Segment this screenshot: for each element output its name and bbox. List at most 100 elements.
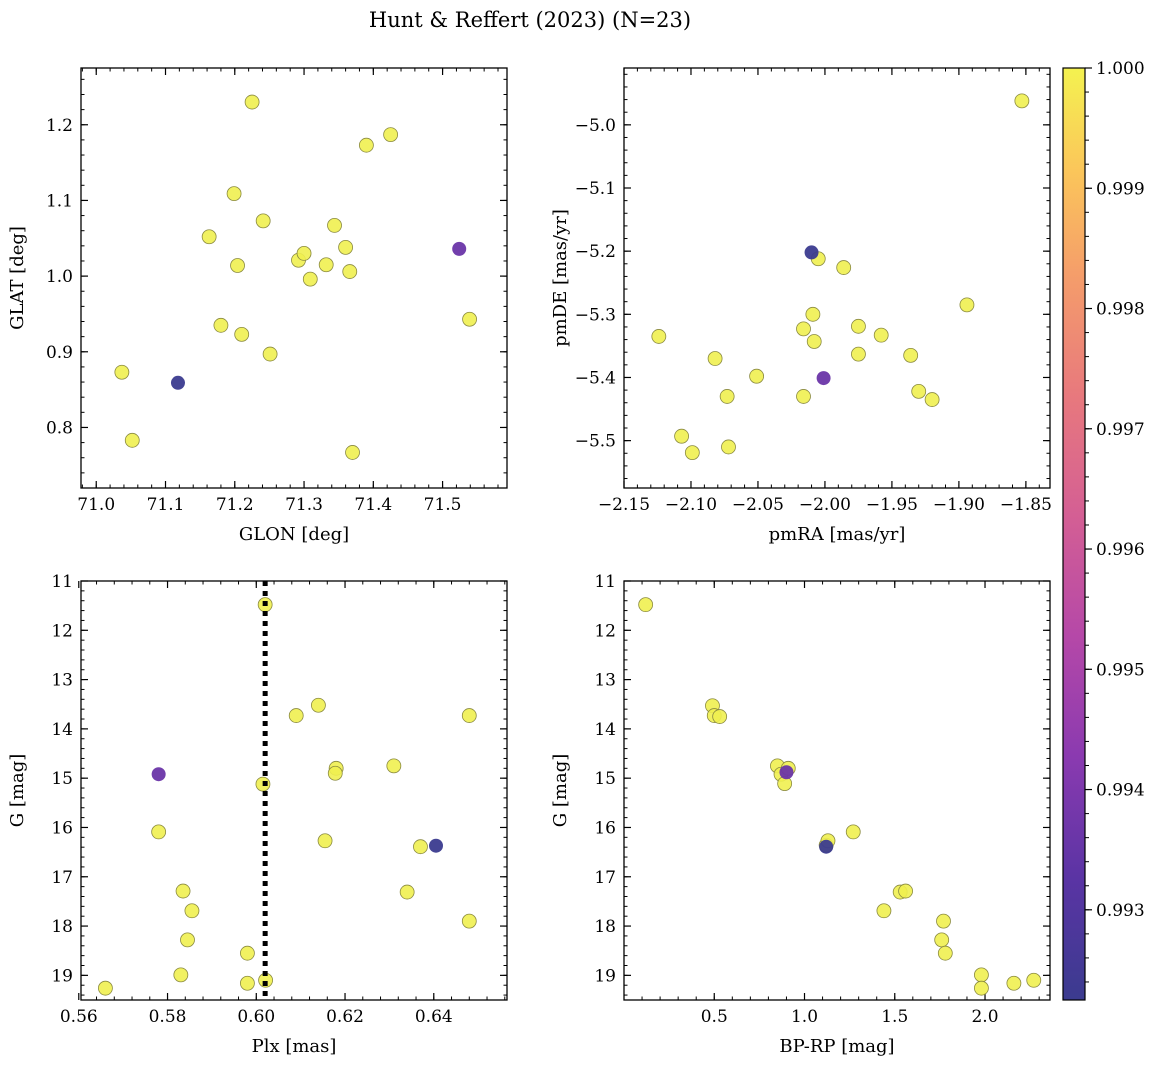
colorbar-tick-label: 1.000 <box>1096 59 1145 79</box>
data-point <box>936 913 951 929</box>
y-axis-label: G [mag] <box>550 754 571 827</box>
colorbar: 0.993 0.994 0.995 0.996 0.997 0.998 0.999 1.000 <box>1062 59 1145 1001</box>
data-point <box>226 186 242 202</box>
colorbar-gradient <box>1062 67 1086 1001</box>
data-point <box>170 375 185 390</box>
data-point <box>638 597 654 613</box>
data-point <box>462 311 477 327</box>
data-point <box>262 346 278 362</box>
data-point <box>234 326 250 342</box>
data-point <box>937 945 953 961</box>
x-axis-label: pmRA [mas/yr] <box>769 524 906 545</box>
data-point <box>399 884 415 900</box>
y-axis-label: GLAT [deg] <box>7 226 28 330</box>
data-point <box>244 94 260 110</box>
data-point <box>779 765 794 780</box>
y-tick-label: −5.5 <box>575 432 616 452</box>
data-point <box>327 218 342 233</box>
y-axis-label: G [mag] <box>7 754 28 827</box>
scatter-points <box>638 597 1042 996</box>
y-tick-label: 11 <box>51 572 73 592</box>
y-tick-label: 12 <box>594 621 616 641</box>
data-point <box>383 127 399 142</box>
data-point <box>1006 975 1022 991</box>
data-point <box>255 213 271 229</box>
data-point <box>302 271 318 287</box>
data-point <box>845 824 861 840</box>
x-tick-label: −1.95 <box>866 495 918 515</box>
x-tick-label: 71.5 <box>424 495 462 515</box>
y-tick-label: 18 <box>51 917 73 937</box>
x-tick-label: −1.85 <box>1000 495 1052 515</box>
data-point <box>173 967 189 983</box>
data-point <box>429 838 443 853</box>
x-tick-label: 71.0 <box>77 495 115 515</box>
x-axis-label: BP-RP [mag] <box>779 1036 894 1057</box>
x-tick-label: 0.56 <box>60 1007 98 1027</box>
data-point <box>452 241 467 256</box>
axes-frame <box>80 67 508 489</box>
colorbar-tick-label: 0.998 <box>1096 300 1145 320</box>
data-point <box>151 767 166 782</box>
y-tick-label: −5.0 <box>575 116 616 136</box>
data-point <box>974 967 989 983</box>
data-point <box>1026 972 1042 988</box>
panel-glon-glat: 71.0 71.1 71.2 71.3 71.4 71.5 0.8 0.9 1.0 1.1 1.2 G… <box>7 67 508 545</box>
x-tick-label: 2.0 <box>971 1007 998 1027</box>
y-tick-label: 1.1 <box>46 191 73 211</box>
data-point <box>311 697 326 713</box>
data-point <box>461 913 477 929</box>
colorbar-tick-label: 0.993 <box>1096 901 1145 921</box>
data-point <box>903 347 919 363</box>
x-tick-label: 1.0 <box>791 1007 818 1027</box>
data-point <box>651 329 667 344</box>
data-point <box>876 903 892 919</box>
data-point <box>318 257 334 273</box>
scatter-points <box>651 93 1030 461</box>
panel-proper-motion: −2.15 −2.10 −2.05 −2.00 −1.95 −1.90 −1.85 −5.5 −… <box>550 67 1052 545</box>
axes-frame <box>623 67 1051 489</box>
x-axis-label: Plx [mas] <box>252 1036 337 1057</box>
x-tick-label: 1.5 <box>881 1007 908 1027</box>
y-tick-label: 17 <box>51 868 73 888</box>
data-point <box>816 371 831 386</box>
data-point <box>873 327 889 343</box>
colorbar-tick-label: 0.997 <box>1096 420 1145 440</box>
data-point <box>124 432 140 448</box>
data-point <box>184 903 200 919</box>
data-point <box>296 246 312 261</box>
y-tick-label: 0.8 <box>46 418 73 438</box>
colorbar-tick-label: 0.994 <box>1096 781 1145 801</box>
data-point <box>201 229 217 245</box>
scatter-points <box>114 94 477 460</box>
colorbar-tick-label: 0.999 <box>1096 179 1145 199</box>
data-point <box>151 824 167 840</box>
data-point <box>796 389 811 404</box>
data-point <box>712 709 728 724</box>
y-tick-label: −5.1 <box>575 179 616 199</box>
data-point <box>707 351 723 366</box>
data-point <box>461 708 477 723</box>
x-tick-label: 0.64 <box>415 1007 453 1027</box>
y-tick-label: 1.2 <box>46 116 73 136</box>
colorbar-tick-label: 0.996 <box>1096 540 1145 560</box>
data-point <box>342 264 358 279</box>
y-tick-label: 17 <box>594 868 616 888</box>
data-point <box>819 839 834 854</box>
data-point <box>240 945 255 961</box>
data-point <box>230 258 245 273</box>
panel-parallax-magnitude: 0.56 0.58 0.60 0.62 0.64 11 12 13 14 15 16 17 18 19 Pl… <box>7 572 508 1057</box>
data-point <box>288 708 304 723</box>
y-tick-label: 15 <box>594 769 616 789</box>
data-point <box>240 975 255 991</box>
x-tick-label: −2.15 <box>598 495 650 515</box>
data-point <box>898 883 913 899</box>
data-point <box>317 833 333 849</box>
data-point <box>684 445 700 461</box>
data-point <box>175 883 191 899</box>
colorbar-tick-label: 0.995 <box>1096 660 1145 680</box>
y-tick-label: −5.4 <box>575 368 616 388</box>
y-tick-label: 19 <box>51 966 73 986</box>
data-point <box>836 260 852 275</box>
